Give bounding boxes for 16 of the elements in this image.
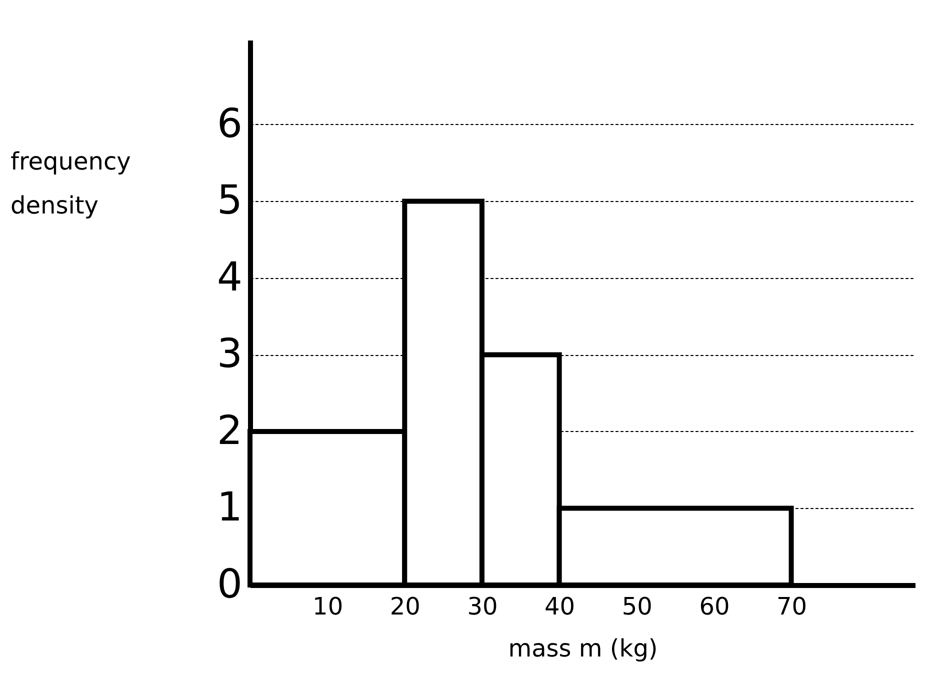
y-tick-label: 0 [217, 562, 242, 608]
y-tick-label: 1 [217, 484, 242, 531]
x-tick-label: 50 [622, 592, 652, 620]
y-tick-label: 2 [217, 408, 242, 454]
x-tick-label: 60 [699, 592, 730, 620]
y-tick-label: 3 [217, 331, 242, 378]
y-tick-label: 5 [217, 178, 242, 224]
x-tick-label: 30 [467, 592, 498, 620]
x-tick-label: 70 [776, 592, 808, 620]
y-tick-label: 4 [217, 254, 242, 300]
y-tick-label: 6 [217, 100, 242, 147]
y-axis-title: frequency density [10, 148, 131, 220]
x-tick-label: 20 [390, 592, 420, 620]
x-tick-label: 40 [544, 592, 576, 620]
x-tick-label: 10 [312, 592, 344, 620]
x-axis-title: mass m (kg) [508, 634, 658, 662]
